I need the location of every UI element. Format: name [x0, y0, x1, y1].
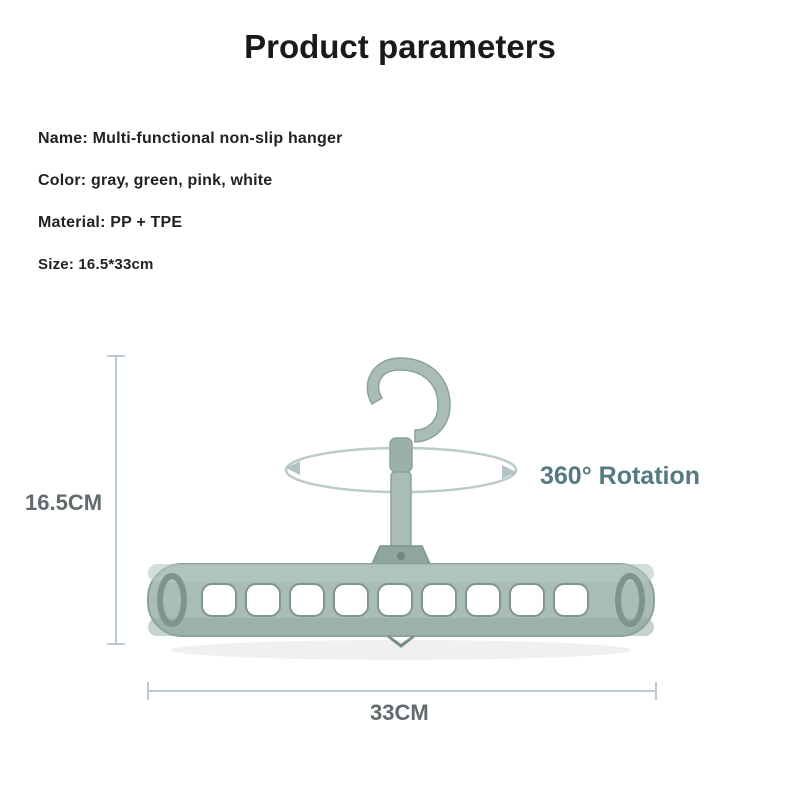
- page-title: Product parameters: [0, 28, 800, 66]
- spec-material-label: Material:: [38, 214, 106, 231]
- spec-name-label: Name:: [38, 130, 88, 147]
- spec-list: Name: Multi-functional non-slip hanger C…: [38, 130, 343, 297]
- height-guide-line: [115, 355, 117, 645]
- spec-size-value: 16.5*33cm: [78, 256, 153, 273]
- spec-name-value: Multi-functional non-slip hanger: [93, 130, 343, 147]
- height-dimension: 16.5CM: [25, 490, 102, 516]
- width-guide-line: [147, 690, 657, 692]
- width-dimension: 33CM: [370, 700, 429, 726]
- spec-material-value: PP + TPE: [110, 214, 182, 231]
- spec-color-label: Color:: [38, 172, 86, 189]
- spec-name: Name: Multi-functional non-slip hanger: [38, 130, 343, 148]
- spec-size: Size: 16.5*33cm: [38, 256, 343, 273]
- hanger-icon: [130, 340, 670, 670]
- spec-size-label: Size:: [38, 256, 74, 273]
- spec-color-value: gray, green, pink, white: [91, 172, 272, 189]
- spec-color: Color: gray, green, pink, white: [38, 172, 343, 190]
- spec-material: Material: PP + TPE: [38, 214, 343, 232]
